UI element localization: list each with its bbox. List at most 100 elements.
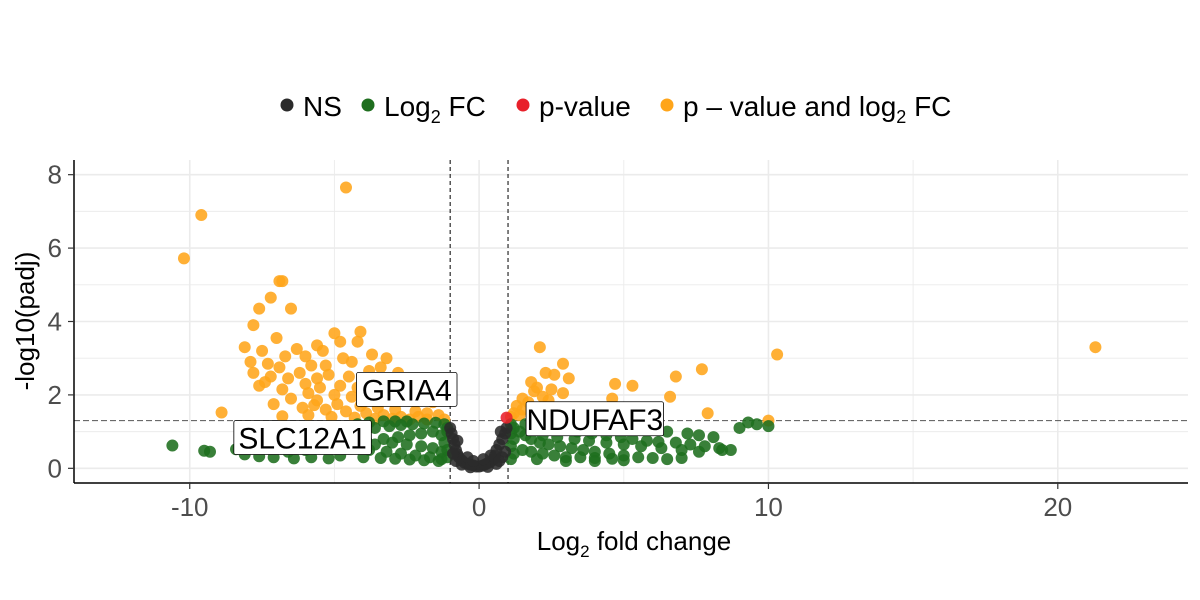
point-log2fc — [635, 440, 648, 453]
legend-text: p – value and log2 FC — [683, 91, 951, 127]
gene-label-text: NDUFAF3 — [526, 404, 663, 437]
point-log2fc — [542, 438, 555, 451]
y-tick-label: 4 — [48, 307, 62, 337]
point-both — [325, 410, 338, 423]
legend-key-both — [660, 98, 674, 112]
point-log2fc — [724, 443, 737, 456]
point-log2fc — [389, 415, 402, 428]
point-log2fc — [548, 449, 561, 462]
point-both — [328, 388, 341, 401]
point-both — [290, 343, 303, 356]
point-both — [253, 302, 266, 315]
x-axis-title-sub: 2 — [580, 542, 589, 561]
x-axis-title-main: Log — [537, 526, 580, 556]
point-log2fc — [203, 445, 216, 458]
point-log2fc — [418, 417, 431, 430]
x-tick-label: 20 — [1043, 492, 1072, 522]
point-both — [279, 350, 292, 363]
point-log2fc — [530, 453, 543, 466]
point-both — [308, 399, 321, 412]
gene-label-box — [356, 372, 458, 407]
point-both — [244, 355, 257, 368]
point-both — [256, 344, 269, 357]
point-log2fc — [675, 443, 688, 456]
point-log2fc — [377, 415, 390, 428]
point-log2fc — [574, 451, 587, 464]
point-NS — [447, 447, 460, 460]
legend-text: p-value — [539, 91, 631, 122]
legend-text: Log2 FC — [384, 91, 486, 127]
point-both — [351, 335, 364, 348]
legend-item-NS: NS — [280, 91, 342, 122]
point-log2fc — [415, 427, 428, 440]
point-both — [664, 390, 677, 403]
point-both — [345, 390, 358, 403]
gene-label-box — [233, 420, 372, 455]
legend-text-main: p – value and log — [683, 91, 896, 122]
point-both — [331, 398, 344, 411]
legend-text-sub: 2 — [431, 107, 441, 127]
point-both — [334, 379, 347, 392]
point-both — [215, 406, 228, 419]
point-both — [313, 381, 326, 394]
point-both — [302, 409, 315, 422]
point-log2fc — [707, 431, 720, 444]
point-both — [339, 181, 352, 194]
point-log2fc — [403, 453, 416, 466]
legend-item-both: p – value and log2 FC — [660, 91, 951, 127]
legend-key-NS — [280, 98, 294, 112]
legend-item-log2fc: Log2 FC — [361, 91, 486, 127]
point-log2fc — [400, 415, 413, 428]
point-both — [374, 361, 387, 374]
point-both — [322, 368, 335, 381]
point-log2fc — [322, 452, 335, 465]
point-both — [247, 319, 260, 332]
point-both — [276, 275, 289, 288]
point-log2fc — [617, 438, 630, 451]
point-both — [282, 372, 295, 385]
point-NS — [477, 453, 490, 466]
x-tick-label: -10 — [171, 492, 209, 522]
point-both — [276, 383, 289, 396]
point-log2fc — [692, 445, 705, 458]
point-NS — [451, 434, 464, 447]
point-both — [695, 363, 708, 376]
point-log2fc — [565, 442, 578, 455]
point-log2fc — [655, 442, 668, 455]
y-tick-label: 2 — [48, 380, 62, 410]
point-both — [562, 372, 575, 385]
point-log2fc — [418, 454, 431, 467]
point-both — [273, 361, 286, 374]
point-both — [311, 372, 324, 385]
point-both — [545, 383, 558, 396]
point-both — [533, 341, 546, 354]
point-log2fc — [554, 440, 567, 453]
point-log2fc — [681, 427, 694, 440]
legend-item-pvalue: p-value — [516, 91, 631, 122]
point-log2fc — [762, 420, 775, 433]
gene-labels: GRIA4 SLC12A1 NDUFAF3 — [233, 372, 664, 455]
point-both — [270, 332, 283, 345]
legend-text-tail: FC — [906, 91, 951, 122]
point-both — [285, 392, 298, 405]
point-log2fc — [692, 429, 705, 442]
point-pvalue — [500, 411, 513, 424]
point-both — [328, 327, 341, 340]
gene-label-group: GRIA4 — [356, 372, 458, 407]
point-both — [609, 377, 622, 390]
point-log2fc — [646, 452, 659, 465]
point-both — [771, 348, 784, 361]
y-tick-label: 6 — [48, 233, 62, 263]
y-axis-title: -log10(padj) — [10, 252, 40, 391]
y-tick-label: 8 — [48, 160, 62, 190]
point-both — [701, 407, 714, 420]
grid-lines — [74, 160, 1188, 483]
point-both — [334, 335, 347, 348]
point-both — [247, 366, 260, 379]
point-log2fc — [559, 454, 572, 467]
point-both — [380, 352, 393, 365]
point-both — [258, 376, 271, 389]
point-both — [177, 252, 190, 265]
gene-label-text: SLC12A1 — [238, 422, 366, 455]
point-NS — [493, 454, 506, 467]
